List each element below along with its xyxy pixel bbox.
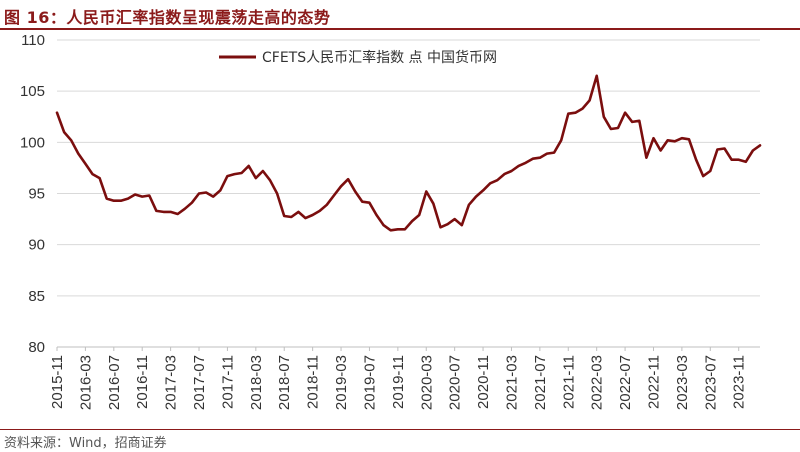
- x-tick-label: 2020-07: [447, 355, 464, 410]
- x-tick-label: 2022-07: [617, 355, 634, 410]
- source-note: 资料来源：Wind，招商证券: [4, 436, 167, 451]
- x-tick-label: 2021-11: [560, 355, 577, 409]
- x-tick-label: 2017-03: [163, 355, 180, 410]
- x-tick-label: 2018-03: [248, 355, 265, 410]
- x-tick-label: 2021-03: [503, 355, 520, 410]
- y-tick-label: 85: [28, 288, 45, 305]
- series-line-cfets: [55, 74, 762, 232]
- series-layer: [55, 74, 762, 232]
- x-tick-label: 2019-11: [390, 355, 407, 409]
- x-tick-label: 2021-07: [532, 355, 549, 410]
- x-tick-label: 2023-07: [702, 355, 719, 410]
- x-tick-label: 2015-11: [49, 355, 66, 409]
- x-tick-label: 2019-03: [333, 355, 350, 410]
- x-tick-label: 2020-11: [475, 355, 492, 409]
- y-tick-label: 105: [20, 83, 45, 100]
- x-tick-label: 2019-07: [361, 355, 378, 410]
- legend: CFETS人民币汇率指数 点 中国货币网: [219, 49, 497, 66]
- x-tick-label: 2020-03: [418, 355, 435, 410]
- legend-label: CFETS人民币汇率指数 点 中国货币网: [262, 49, 497, 66]
- x-tick-label: 2023-03: [674, 355, 691, 410]
- x-tick-label: 2022-11: [645, 355, 662, 409]
- title-divider: [0, 28, 800, 30]
- footer-divider: [0, 429, 800, 430]
- x-tick-label: 2016-03: [77, 355, 94, 410]
- figure-title: 图 16：人民币汇率指数呈现震荡走高的态势: [4, 8, 331, 27]
- x-axis-ticks: 2015-11 2016-03 2016-07 2016-11 2017-03 2017-…: [49, 347, 748, 410]
- x-tick-label: 2017-07: [191, 355, 208, 410]
- y-tick-label: 110: [21, 32, 45, 49]
- x-tick-label: 2016-07: [106, 355, 123, 410]
- y-tick-label: 95: [28, 186, 45, 203]
- y-tick-label: 90: [28, 237, 45, 254]
- x-tick-label: 2023-11: [731, 355, 748, 409]
- grid-lines: [57, 39, 760, 348]
- y-axis-ticks: 110 105 100 95 90 85 80: [20, 32, 45, 356]
- x-tick-label: 2018-07: [276, 355, 293, 410]
- x-tick-label: 2018-11: [305, 355, 322, 409]
- y-tick-label: 80: [28, 339, 45, 356]
- y-tick-label: 100: [20, 134, 45, 151]
- x-tick-label: 2016-11: [134, 355, 151, 409]
- x-tick-label: 2022-03: [589, 355, 606, 410]
- x-tick-label: 2017-11: [219, 355, 236, 409]
